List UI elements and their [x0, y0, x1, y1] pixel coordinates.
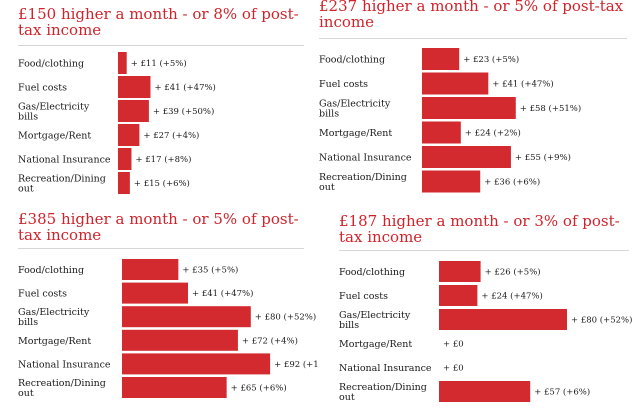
data-label: + £39 (+50%): [153, 106, 214, 117]
category-label: Gas/Electricity bills: [18, 307, 90, 328]
category-label: Mortgage/Rent: [319, 128, 392, 139]
chart-title: £187 higher a month - or 3% of post-tax …: [339, 212, 620, 246]
chart-title: £237 higher a month - or 5% of post-tax …: [319, 0, 624, 31]
bar: [122, 259, 179, 280]
bar: [122, 306, 251, 328]
data-label: + £72 (+4%): [242, 335, 298, 346]
bar: [439, 381, 531, 402]
chart-title: £385 higher a month - or 5% of post-tax …: [18, 210, 299, 244]
data-label: + £0: [443, 340, 464, 350]
panel-top-right: £237 higher a month - or 5% of post-tax …: [319, 0, 627, 198]
data-label: + £58 (+51%): [520, 103, 581, 114]
category-label: Recreation/Dining out: [319, 172, 407, 193]
data-label: + £92 (+1: [274, 359, 319, 370]
bar: [118, 52, 127, 74]
data-label: + £65 (+6%): [231, 383, 287, 394]
category-label: Mortgage/Rent: [18, 336, 91, 347]
bar-chart: Food/clothing + £23 (+5%) Fuel costs + £41 …: [319, 48, 581, 193]
data-label: + £15 (+6%): [134, 178, 190, 189]
bar-chart: Food/clothing + £35 (+5%) Fuel costs + £41 …: [18, 259, 319, 399]
data-label: + £24 (+47%): [481, 291, 542, 302]
bar: [422, 121, 461, 144]
data-label: + £41 (+47%): [154, 82, 215, 93]
category-label: National Insurance: [339, 363, 432, 374]
category-label: Food/clothing: [339, 267, 405, 278]
category-label: Fuel costs: [319, 79, 368, 90]
bar: [439, 285, 478, 306]
data-label: + £0: [443, 364, 464, 374]
bar: [122, 329, 238, 351]
title-rule: [18, 45, 304, 46]
bar: [439, 261, 481, 282]
data-label: + £26 (+5%): [485, 267, 541, 278]
bar: [118, 100, 149, 122]
bar: [422, 170, 481, 193]
data-label: + £23 (+5%): [463, 54, 519, 65]
title-rule: [319, 38, 627, 39]
bar: [122, 377, 227, 398]
category-label: Gas/Electricity bills: [18, 102, 90, 123]
category-label: Food/clothing: [18, 59, 84, 70]
category-label: Fuel costs: [339, 291, 388, 302]
category-label: Food/clothing: [319, 55, 385, 66]
bar: [422, 72, 489, 95]
bar: [422, 48, 460, 70]
bar: [118, 124, 140, 146]
data-label: + £57 (+6%): [534, 387, 590, 398]
bar-chart: Food/clothing + £11 (+5%) Fuel costs + £41 …: [18, 52, 216, 195]
panel-bottom-right: £187 higher a month - or 3% of post-tax …: [339, 212, 632, 412]
data-label: + £24 (+2%): [465, 128, 521, 139]
bar: [422, 97, 516, 119]
category-label: National Insurance: [18, 155, 111, 166]
data-label: + £36 (+6%): [484, 177, 540, 188]
data-label: + £41 (+47%): [492, 79, 553, 90]
data-label: + £11 (+5%): [131, 58, 187, 69]
data-label: + £41 (+47%): [192, 288, 253, 299]
category-label: Gas/Electricity bills: [339, 310, 411, 331]
category-label: Mortgage/Rent: [339, 339, 412, 350]
data-label: + £17 (+8%): [135, 154, 191, 165]
data-label: + £80 (+52%): [571, 315, 632, 326]
title-rule: [18, 248, 304, 249]
panel-bottom-left: £385 higher a month - or 5% of post-tax …: [18, 210, 319, 411]
bar: [439, 309, 567, 330]
bar: [122, 282, 189, 304]
bar: [118, 172, 130, 194]
bar: [118, 148, 132, 170]
category-label: Food/clothing: [18, 265, 84, 276]
category-label: Recreation/Dining out: [18, 378, 106, 399]
data-label: + £35 (+5%): [182, 265, 238, 276]
bar: [422, 146, 511, 168]
category-label: Mortgage/Rent: [18, 131, 91, 142]
category-label: National Insurance: [319, 153, 412, 164]
data-label: + £80 (+52%): [255, 312, 316, 323]
bar: [118, 76, 151, 98]
category-label: Gas/Electricity bills: [319, 99, 391, 120]
bar-chart: Food/clothing + £26 (+5%) Fuel costs + £24 …: [339, 261, 632, 403]
data-label: + £55 (+9%): [515, 152, 571, 163]
category-label: Recreation/Dining out: [18, 174, 106, 195]
category-label: National Insurance: [18, 359, 111, 370]
category-label: Fuel costs: [18, 83, 67, 94]
category-label: Fuel costs: [18, 289, 67, 300]
chart-title: £150 higher a month - or 8% of post-tax …: [18, 5, 299, 39]
panel-top-left: £150 higher a month - or 8% of post-tax …: [18, 6, 304, 196]
data-label: + £27 (+4%): [143, 130, 199, 141]
category-label: Recreation/Dining out: [339, 382, 427, 403]
bar: [122, 353, 271, 375]
title-rule: [339, 250, 629, 251]
